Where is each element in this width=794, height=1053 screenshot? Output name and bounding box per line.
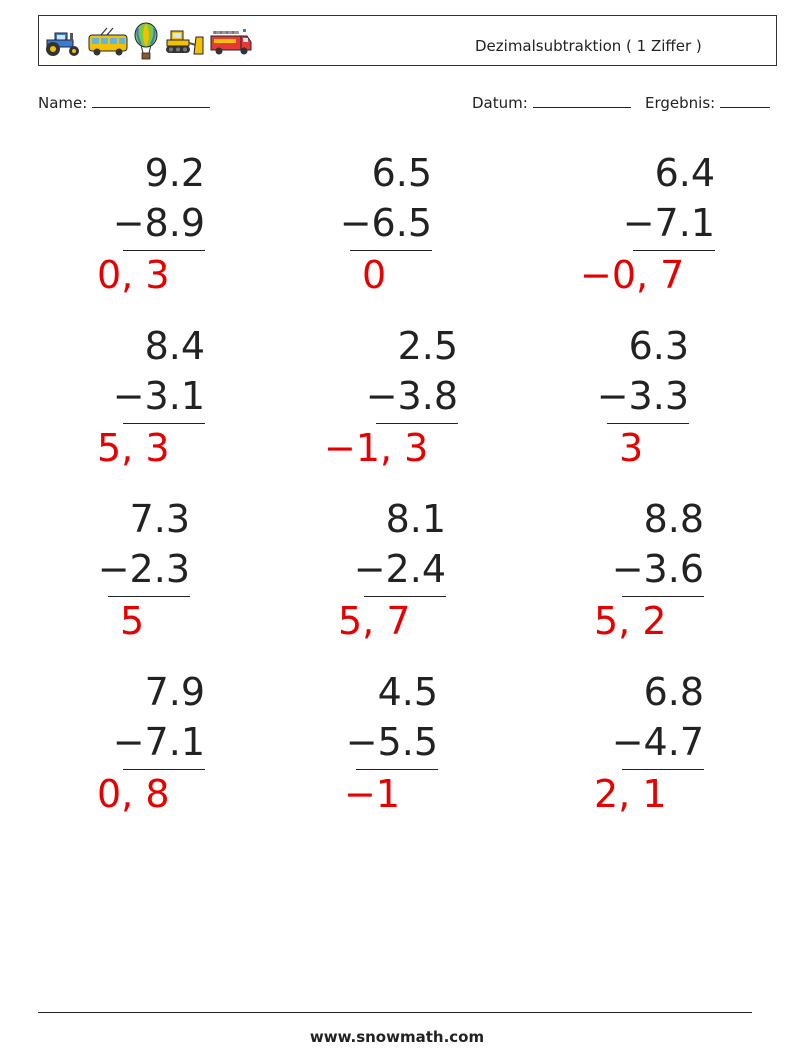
answer: 0, 3 [97,253,170,297]
minuend: 2.5 [397,324,458,368]
minuend: 8.1 [385,497,446,541]
subtrahend: −7.1 [112,720,205,764]
header-icons [43,22,253,62]
hot-air-balloon-icon [134,22,158,60]
answer: 5, 2 [594,599,667,643]
worksheet-header: Dezimalsubtraktion ( 1 Ziffer ) [38,15,777,66]
footer-site[interactable]: www.snowmath.com [309,1028,485,1046]
subtrahend: −3.6 [611,547,704,591]
answer: −1 [344,772,401,816]
minuend: 6.5 [371,151,432,195]
answer-line [123,423,205,424]
answer-line [607,423,689,424]
score-blank[interactable] [719,92,770,108]
answer-line [622,596,704,597]
answer: 5, 3 [97,426,170,470]
subtrahend: −6.5 [339,201,432,245]
answer: 5 [120,599,145,643]
minuend: 7.9 [144,670,205,714]
trolleybus-icon [88,27,128,56]
tractor-icon [46,32,79,56]
answer: 2, 1 [594,772,667,816]
score-field: Ergebnis: [645,92,770,112]
answer: −1, 3 [324,426,429,470]
answer: 0 [362,253,387,297]
date-field: Datum: [472,92,631,112]
name-label: Name: [38,94,88,112]
minuend: 7.3 [129,497,190,541]
minuend: 6.3 [628,324,689,368]
answer: 5, 7 [338,599,411,643]
date-label: Datum: [472,94,528,112]
worksheet-title: Dezimalsubtraktion ( 1 Ziffer ) [475,37,702,55]
minuend: 6.8 [643,670,704,714]
minuend: 4.5 [377,670,438,714]
date-blank[interactable] [532,92,631,108]
minuend: 8.8 [643,497,704,541]
subtrahend: −2.3 [97,547,190,591]
subtrahend: −5.5 [345,720,438,764]
subtrahend: −3.1 [112,374,205,418]
answer: −0, 7 [580,253,685,297]
score-label: Ergebnis: [645,94,716,112]
answer-line [622,769,704,770]
fire-truck-icon [210,29,252,55]
footer-divider [38,1012,752,1013]
name-field: Name: [38,92,211,112]
name-blank[interactable] [92,92,211,108]
minuend: 6.4 [654,151,715,195]
answer-line [364,596,446,597]
bulldozer-icon [166,30,204,55]
subtrahend: −4.7 [611,720,704,764]
subtrahend: −8.9 [112,201,205,245]
minuend: 9.2 [144,151,205,195]
answer-line [376,423,458,424]
subtrahend: −3.8 [365,374,458,418]
answer-line [356,769,438,770]
answer-line [123,769,205,770]
answer-line [108,596,190,597]
minuend: 8.4 [144,324,205,368]
answer-line [350,250,432,251]
answer-line [633,250,715,251]
subtrahend: −7.1 [622,201,715,245]
subtrahend: −3.3 [596,374,689,418]
answer: 3 [619,426,644,470]
answer: 0, 8 [97,772,170,816]
subtrahend: −2.4 [353,547,446,591]
answer-line [123,250,205,251]
